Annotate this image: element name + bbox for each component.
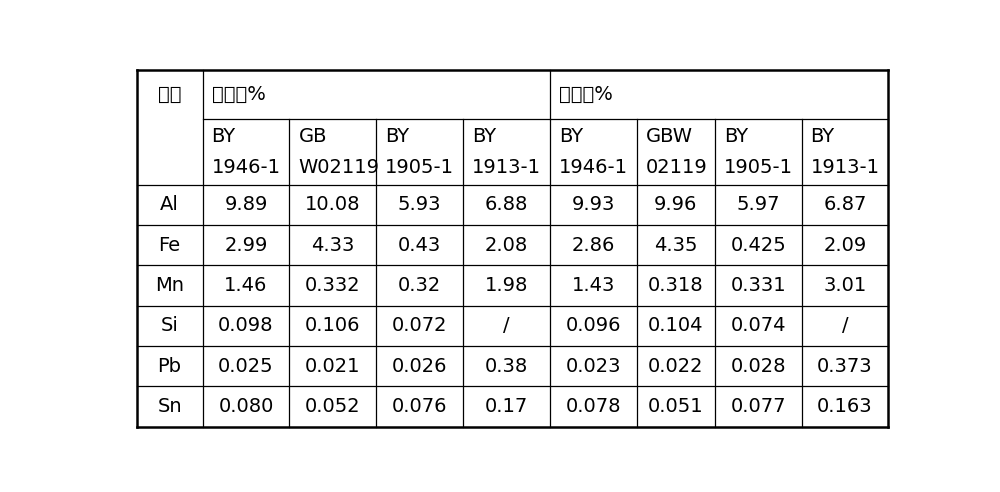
Text: /: / [842, 316, 848, 335]
Text: 6.88: 6.88 [485, 195, 528, 214]
Text: 0.072: 0.072 [392, 316, 447, 335]
Text: GB
W02119: GB W02119 [298, 126, 379, 177]
Text: 9.93: 9.93 [572, 195, 615, 214]
Text: 元素: 元素 [158, 85, 181, 104]
Text: 0.074: 0.074 [730, 316, 786, 335]
Text: 0.38: 0.38 [485, 357, 528, 375]
Text: BY
1946-1: BY 1946-1 [559, 126, 628, 177]
Text: BY
1913-1: BY 1913-1 [472, 126, 541, 177]
Text: 0.021: 0.021 [305, 357, 361, 375]
Text: 0.104: 0.104 [648, 316, 703, 335]
Text: 0.32: 0.32 [398, 276, 441, 295]
Text: Si: Si [161, 316, 179, 335]
Text: 0.028: 0.028 [730, 357, 786, 375]
Text: 0.106: 0.106 [305, 316, 361, 335]
Text: GBW
02119: GBW 02119 [646, 126, 707, 177]
Text: 2.09: 2.09 [823, 236, 867, 254]
Text: 1.43: 1.43 [572, 276, 615, 295]
Text: 0.076: 0.076 [392, 397, 447, 416]
Text: 9.96: 9.96 [654, 195, 697, 214]
Text: 1.98: 1.98 [485, 276, 528, 295]
Text: 2.08: 2.08 [485, 236, 528, 254]
Text: 9.89: 9.89 [224, 195, 268, 214]
Text: 0.080: 0.080 [218, 397, 274, 416]
Text: 6.87: 6.87 [823, 195, 867, 214]
Text: 0.43: 0.43 [398, 236, 441, 254]
Text: 0.022: 0.022 [648, 357, 703, 375]
Text: 2.86: 2.86 [572, 236, 615, 254]
Text: 5.93: 5.93 [398, 195, 441, 214]
Text: 0.096: 0.096 [566, 316, 621, 335]
Text: 0.077: 0.077 [730, 397, 786, 416]
Text: 0.023: 0.023 [566, 357, 621, 375]
Text: 0.318: 0.318 [648, 276, 704, 295]
Text: BY
1905-1: BY 1905-1 [385, 126, 454, 177]
Text: 1.46: 1.46 [224, 276, 268, 295]
Text: 5.97: 5.97 [736, 195, 780, 214]
Text: BY
1913-1: BY 1913-1 [811, 126, 880, 177]
Text: Fe: Fe [159, 236, 181, 254]
Text: 4.33: 4.33 [311, 236, 354, 254]
Text: /: / [503, 316, 510, 335]
Text: 4.35: 4.35 [654, 236, 697, 254]
Text: Pb: Pb [158, 357, 182, 375]
Text: 2.99: 2.99 [224, 236, 268, 254]
Text: 0.025: 0.025 [218, 357, 274, 375]
Text: 0.163: 0.163 [817, 397, 873, 416]
Text: 0.331: 0.331 [730, 276, 786, 295]
Text: BY
1905-1: BY 1905-1 [724, 126, 793, 177]
Text: 认定值%: 认定值% [212, 85, 265, 104]
Text: Al: Al [160, 195, 179, 214]
Text: Sn: Sn [157, 397, 182, 416]
Text: 0.425: 0.425 [730, 236, 786, 254]
Text: Mn: Mn [155, 276, 184, 295]
Text: 0.051: 0.051 [648, 397, 704, 416]
Text: 测定值%: 测定值% [559, 85, 613, 104]
Text: 0.17: 0.17 [485, 397, 528, 416]
Text: BY
1946-1: BY 1946-1 [212, 126, 281, 177]
Text: 0.052: 0.052 [305, 397, 361, 416]
Text: 3.01: 3.01 [823, 276, 867, 295]
Text: 0.373: 0.373 [817, 357, 873, 375]
Text: 0.026: 0.026 [392, 357, 447, 375]
Text: 0.078: 0.078 [566, 397, 621, 416]
Text: 10.08: 10.08 [305, 195, 361, 214]
Text: 0.098: 0.098 [218, 316, 274, 335]
Text: 0.332: 0.332 [305, 276, 361, 295]
